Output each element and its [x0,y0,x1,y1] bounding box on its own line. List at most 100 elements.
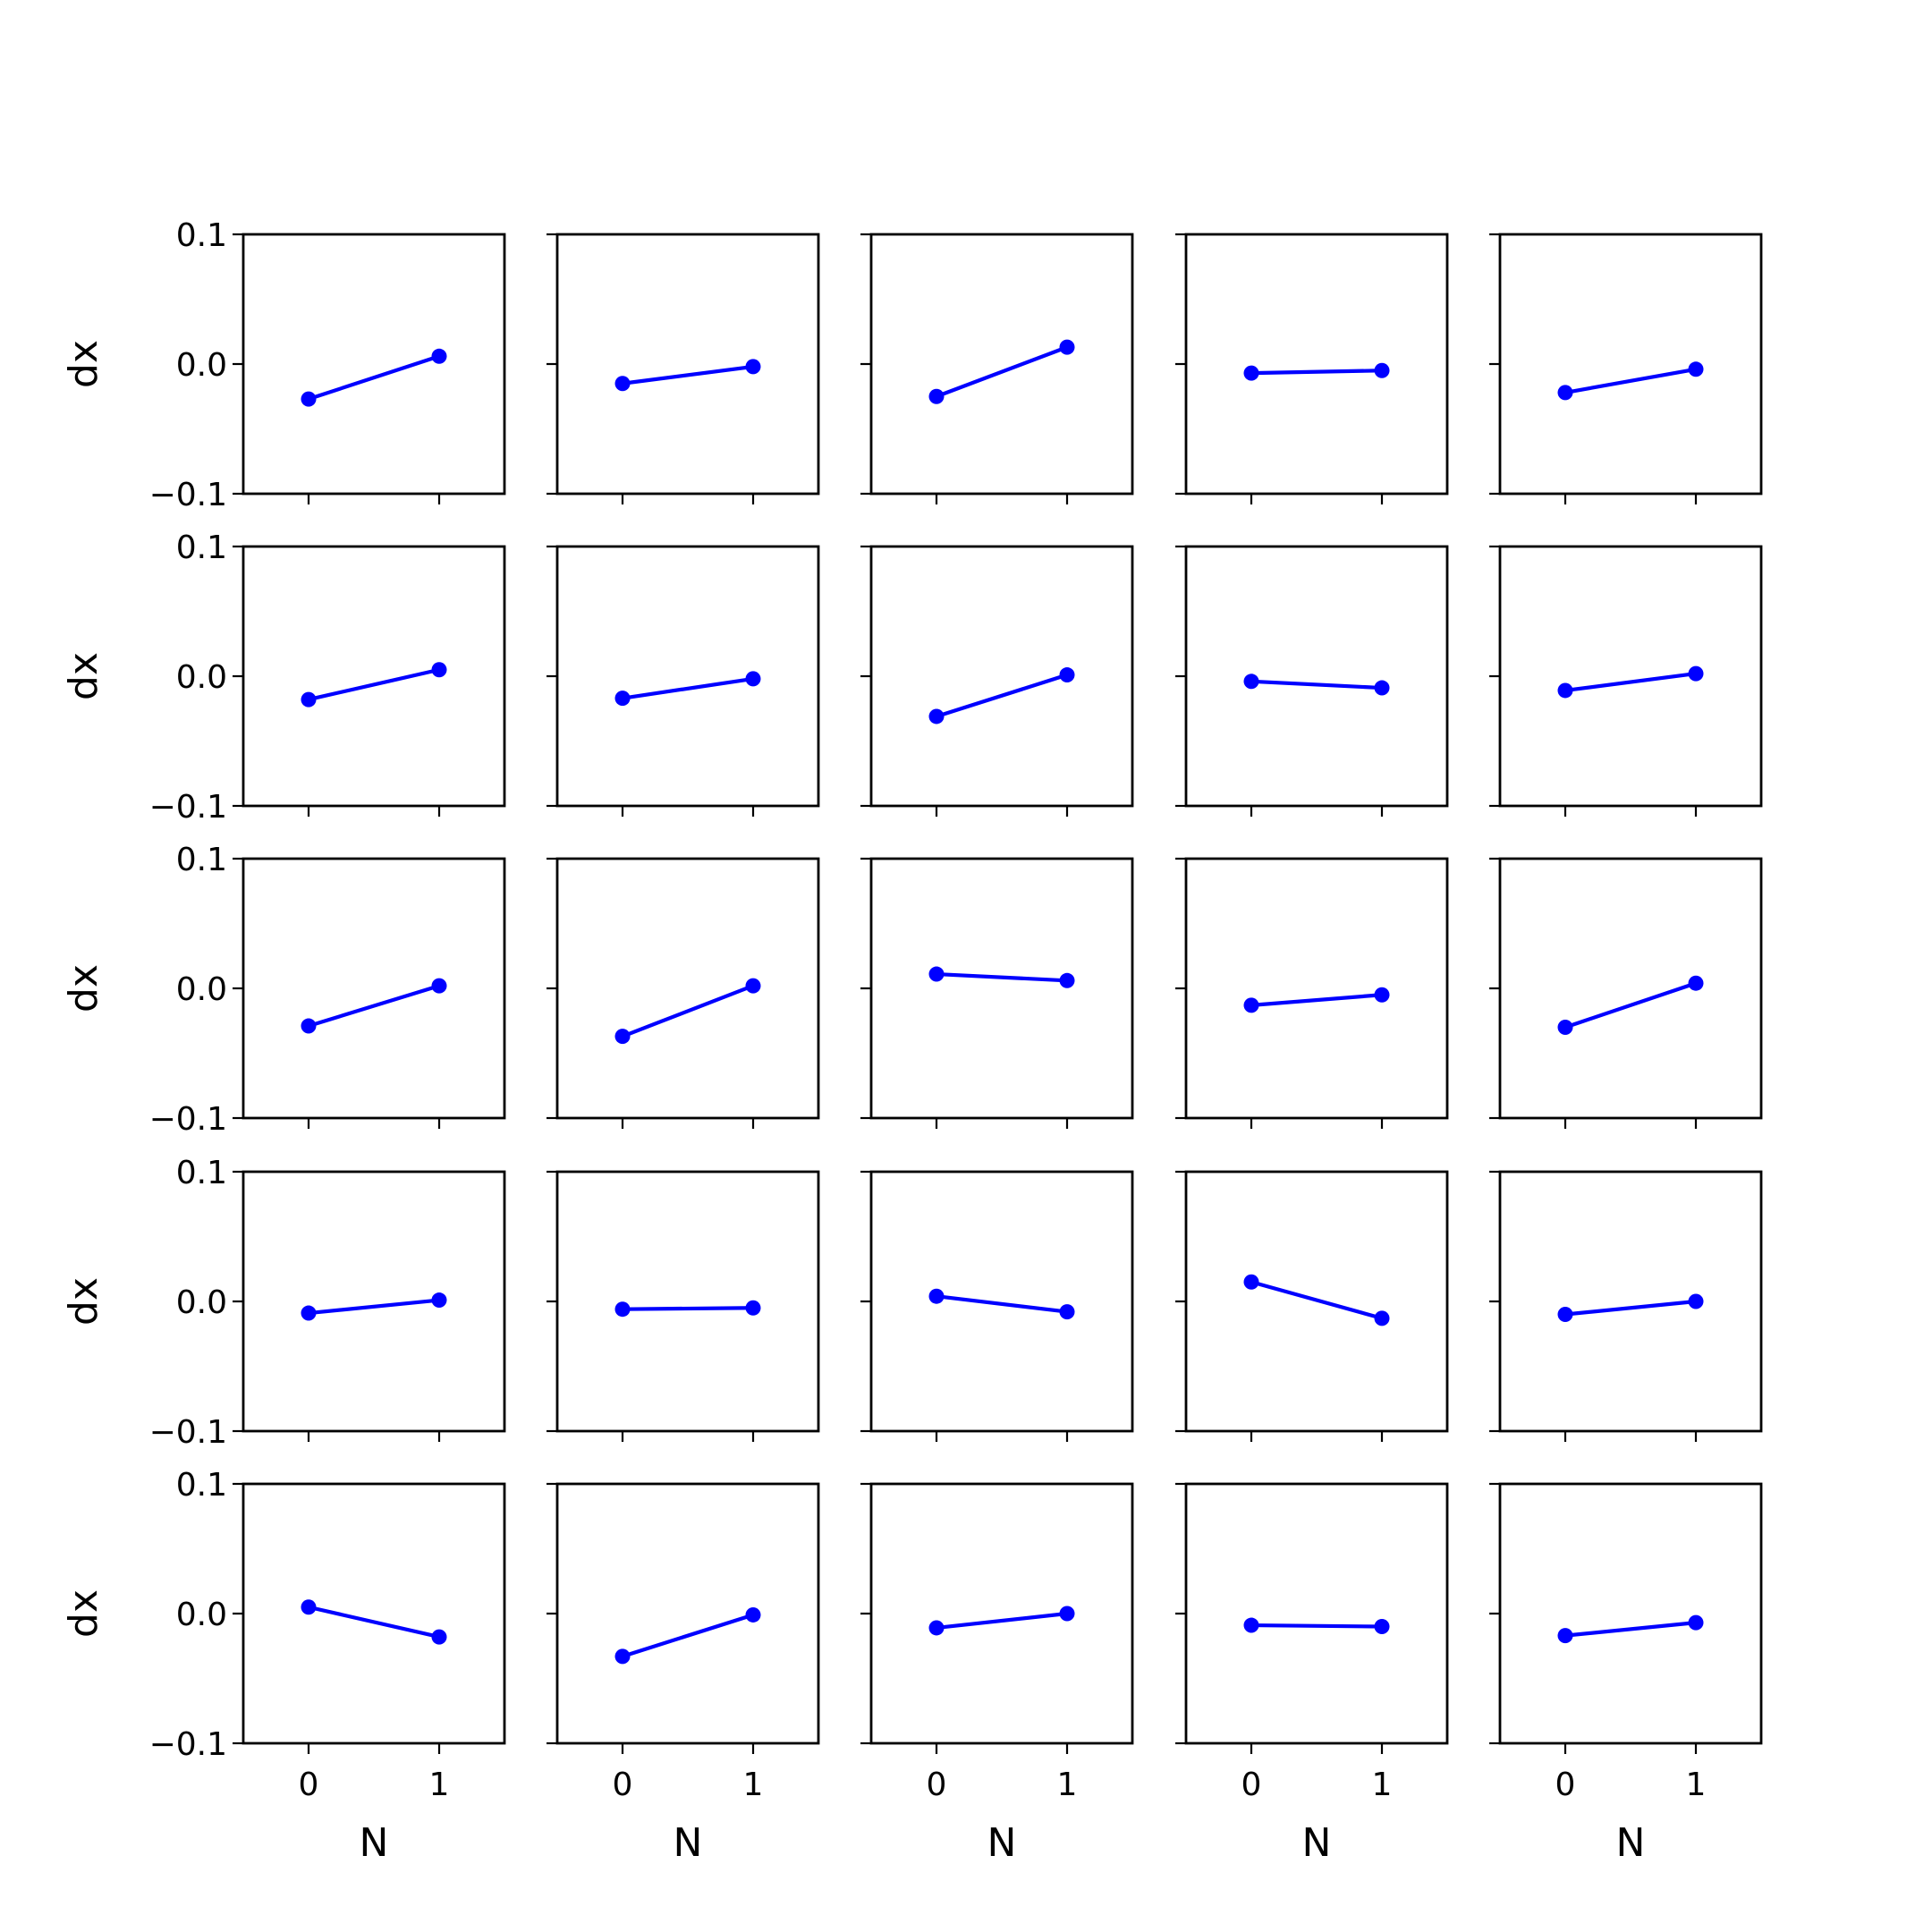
series-line [1249,1623,1385,1629]
data-point [1374,1619,1390,1634]
x-axis-label: N [1616,1820,1646,1866]
x-tick-label: 1 [1057,1767,1078,1803]
series-line [1563,1299,1699,1317]
x-tick-label: 0 [613,1767,633,1803]
x-tick-label: 1 [1686,1767,1707,1803]
data-point [1557,1628,1573,1644]
y-tick-label: −0.1 [149,789,227,826]
data-point [1374,987,1390,1003]
data-point [1557,682,1573,699]
series-line [934,673,1070,719]
data-point [301,1599,317,1615]
series-line [1249,993,1385,1007]
panel-r4-c2 [547,1170,820,1442]
data-point [1059,972,1075,988]
series-line [934,345,1070,399]
panel-r5-c4: 0 1 N [1175,1482,1449,1866]
data-point [1243,674,1259,690]
panel-r3-c4 [1175,857,1449,1129]
y-axis-label: dx [61,1589,106,1638]
x-axis-label: N [674,1820,703,1866]
data-point [431,978,447,994]
data-point [1243,1274,1259,1290]
series-line [934,1611,1070,1631]
y-tick-label: 0.0 [176,1284,227,1321]
y-axis-label: dx [61,1277,106,1326]
x-tick-label: 0 [1241,1767,1262,1803]
x-axis-label: N [1302,1820,1332,1866]
data-point [928,1620,945,1636]
data-point [1243,997,1259,1013]
panel-r4-c5 [1489,1170,1763,1442]
data-point [745,978,761,994]
data-point [1243,1617,1259,1633]
x-tick-label: 1 [429,1767,450,1803]
y-tick-label: 0.0 [176,347,227,384]
panel-grid: 0.10.0−0.1dx0.10.0−0.1dx0.10.0−0.1dx0.10… [61,217,1763,1866]
panel-r4-c3 [860,1170,1134,1442]
panel-r3-c2 [547,857,820,1129]
panel-r2-c1: 0.1 0.0 −0.1 dx [61,530,506,826]
series-line [620,1613,756,1658]
panel-r4-c1: 0.1 0.0 −0.1 dx [61,1155,506,1451]
data-point [928,708,945,724]
x-axis-label: N [360,1820,389,1866]
data-point [431,662,447,678]
panel-r2-c5 [1489,545,1763,817]
data-point [745,1606,761,1623]
data-point [614,1029,631,1045]
series-line [306,667,442,702]
data-point [301,1018,317,1034]
data-point [431,1292,447,1309]
data-point [1059,1606,1075,1622]
series-line [306,1298,442,1316]
data-point [1243,365,1259,381]
y-axis-label: dx [61,652,106,700]
data-point [745,359,761,375]
series-line [1563,981,1699,1030]
data-point [928,1288,945,1304]
data-point [1059,339,1075,355]
y-tick-label: −0.1 [149,1726,227,1763]
data-point [1374,362,1390,378]
panel-r3-c1: 0.1 0.0 −0.1 dx [61,842,506,1138]
panel-r2-c3 [860,545,1134,817]
x-tick-label: 0 [299,1767,319,1803]
panel-r5-c3: 0 1 N [860,1482,1134,1866]
data-point [614,376,631,392]
panel-r4-c4 [1175,1170,1449,1442]
data-point [1374,1310,1390,1326]
y-tick-label: 0.1 [176,1155,227,1191]
data-point [745,1300,761,1316]
series-line [306,1605,442,1640]
panel-r3-c5 [1489,857,1763,1129]
series-line [620,676,756,700]
y-tick-label: 0.1 [176,1467,227,1504]
y-tick-label: −0.1 [149,1101,227,1138]
y-tick-label: −0.1 [149,477,227,513]
panel-r2-c2 [547,545,820,817]
series-line [1249,679,1385,691]
y-tick-label: 0.0 [176,659,227,696]
panel-r3-c3 [860,857,1134,1129]
panel-r1-c2 [547,233,820,504]
data-point [1688,1293,1704,1309]
panel-r5-c2: 0 1 N [547,1482,820,1866]
data-point [1059,1304,1075,1320]
series-line [306,354,442,402]
series-line [620,364,756,386]
data-point [1557,385,1573,401]
panel-r1-c3 [860,233,1134,504]
panel-r5-c5: 0 1 N [1489,1482,1763,1866]
series-line [1249,369,1385,376]
series-line [306,983,442,1029]
x-tick-label: 1 [1372,1767,1393,1803]
data-point [431,1629,447,1645]
data-point [614,691,631,707]
data-point [301,691,317,708]
data-point [1688,1614,1704,1631]
series-line [1249,1280,1385,1320]
y-tick-label: 0.1 [176,530,227,566]
